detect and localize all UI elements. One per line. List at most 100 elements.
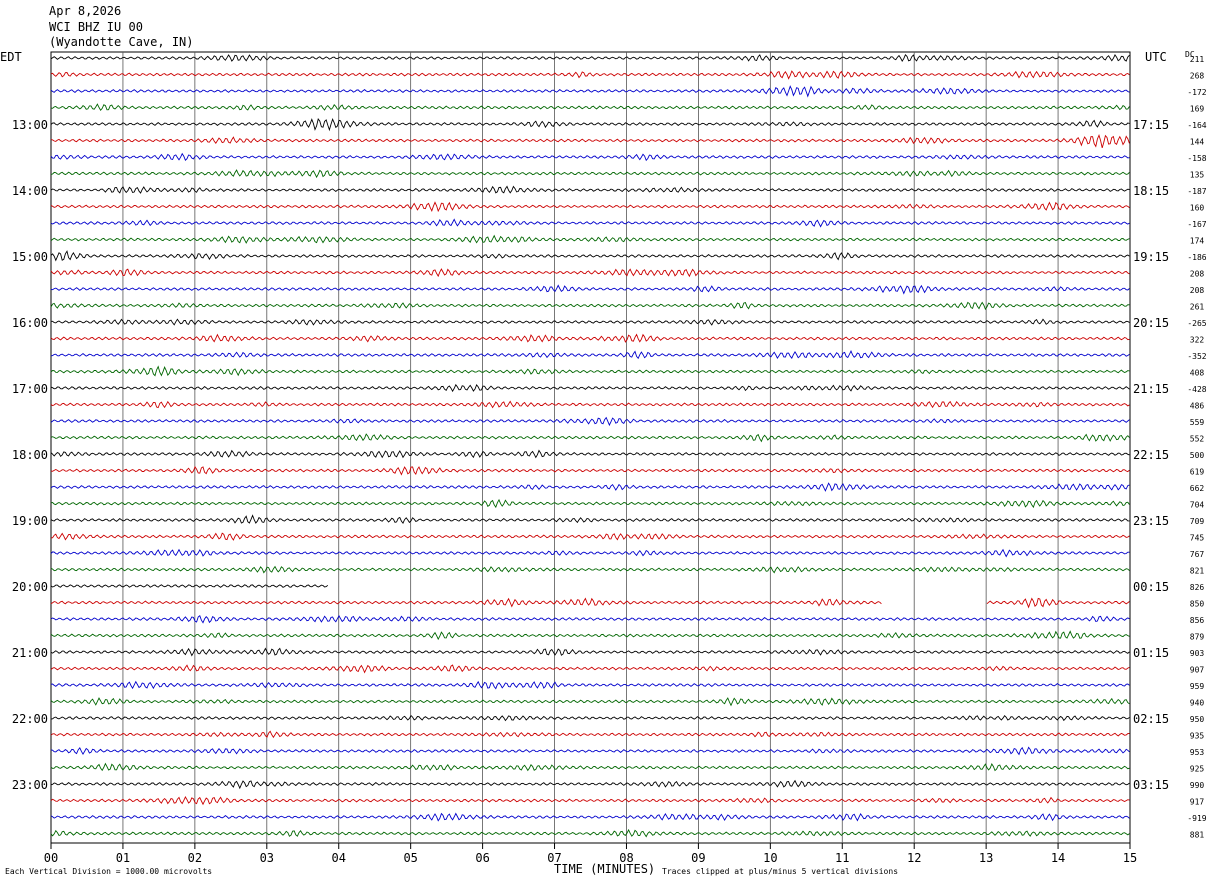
trace-row [51, 318, 1130, 326]
x-tick-label: 07 [547, 851, 561, 865]
trace-row [50, 746, 1130, 756]
edt-hour-label: 19:00 [12, 514, 48, 528]
dc-offset-label: 552 [1190, 435, 1205, 444]
trace-row [50, 532, 1130, 541]
edt-hour-label: 13:00 [12, 118, 48, 132]
trace-row [50, 548, 1130, 558]
dc-offset-label: 907 [1190, 666, 1205, 675]
dc-offset-label: 959 [1190, 682, 1205, 691]
trace-row [50, 514, 1130, 524]
trace-row [50, 54, 1130, 63]
trace-row [50, 250, 1130, 262]
dc-offset-label: 261 [1190, 303, 1205, 312]
trace-row [50, 365, 1130, 377]
x-tick-label: 15 [1123, 851, 1137, 865]
utc-hour-label: 03:15 [1133, 778, 1169, 792]
edt-hour-label: 22:00 [12, 712, 48, 726]
dc-offset-label: 850 [1190, 600, 1205, 609]
dc-offset-label: -428 [1187, 385, 1206, 394]
trace-row [50, 584, 329, 588]
trace-row [50, 284, 1130, 295]
trace-row [50, 714, 1130, 722]
trace-row [50, 70, 1130, 80]
x-tick-label: 05 [403, 851, 417, 865]
plot-date: Apr 8,2026 [49, 4, 122, 18]
dc-offset-label: 559 [1190, 418, 1205, 427]
dc-offset-label: 925 [1190, 765, 1205, 774]
dc-offset-label: -167 [1187, 220, 1206, 229]
dc-offset-label: 881 [1190, 831, 1205, 840]
x-tick-label: 01 [116, 851, 130, 865]
trace-row [50, 383, 1130, 393]
trace-row [50, 565, 1130, 574]
station-location: (Wyandotte Cave, IN) [49, 35, 194, 49]
dc-offset-label: 211 [1190, 55, 1205, 64]
edt-hour-label: 18:00 [12, 448, 48, 462]
trace-row [50, 630, 1130, 641]
edt-hour-label: 20:00 [12, 580, 48, 594]
utc-hour-label: 17:15 [1133, 118, 1169, 132]
trace-row [50, 85, 1130, 98]
clip-note: Traces clipped at plus/minus 5 vertical … [662, 867, 899, 876]
trace-row [50, 169, 1130, 179]
trace-row [50, 730, 1130, 739]
edt-hour-label: 15:00 [12, 250, 48, 264]
x-tick-label: 10 [763, 851, 777, 865]
edt-hour-label: 16:00 [12, 316, 48, 330]
trace-row [50, 498, 1130, 509]
trace-row [50, 812, 1130, 822]
trace-row [50, 400, 1130, 409]
dc-offset-label: 268 [1190, 72, 1205, 81]
x-tick-label: 06 [475, 851, 489, 865]
trace-row [50, 268, 1130, 278]
dc-offset-label: -187 [1187, 187, 1206, 196]
trace-row [50, 779, 1130, 790]
dc-offset-label: 935 [1190, 732, 1205, 741]
dc-offset-label: -352 [1187, 352, 1206, 361]
x-tick-label: 12 [907, 851, 921, 865]
trace-row [50, 185, 1130, 194]
dc-offset-label: 619 [1190, 468, 1205, 477]
trace-row [50, 201, 1130, 213]
x-tick-label: 02 [188, 851, 202, 865]
utc-hour-label: 22:15 [1133, 448, 1169, 462]
trace-row [50, 449, 1130, 459]
scale-note: Each Vertical Division = 1000.00 microvo… [5, 867, 213, 876]
trace-row [50, 697, 1130, 707]
trace-row [50, 796, 1130, 806]
dc-offset-label: -172 [1187, 88, 1206, 97]
utc-hour-label: 02:15 [1133, 712, 1169, 726]
dc-offset-label: 704 [1190, 501, 1205, 510]
trace-row [50, 133, 1130, 149]
x-tick-label: 11 [835, 851, 849, 865]
trace-row [50, 465, 1130, 476]
dc-offset-label: 408 [1190, 369, 1205, 378]
dc-offset-label: 208 [1190, 270, 1205, 279]
dc-offset-label: 135 [1190, 171, 1205, 180]
dc-offset-label: 169 [1190, 105, 1205, 114]
edt-hour-label: 23:00 [12, 778, 48, 792]
trace-row [50, 762, 1130, 772]
x-tick-label: 04 [332, 851, 346, 865]
dc-offset-label: 917 [1190, 798, 1205, 807]
dc-offset-label: -265 [1187, 319, 1206, 328]
edt-hour-label: 21:00 [12, 646, 48, 660]
x-tick-label: 03 [260, 851, 274, 865]
dc-offset-label: 500 [1190, 451, 1205, 460]
plot-frame [50, 51, 1131, 844]
trace-row [50, 103, 1130, 111]
trace-row [50, 218, 1130, 228]
dc-offset-label: 879 [1190, 633, 1205, 642]
dc-offset-label: 160 [1190, 204, 1205, 213]
trace-row [50, 152, 1130, 162]
timezone-left-label: EDT [0, 50, 22, 64]
utc-hour-label: 19:15 [1133, 250, 1169, 264]
dc-label: DC [1185, 50, 1195, 59]
x-tick-label: 00 [44, 851, 58, 865]
trace-row [50, 117, 1130, 132]
x-axis-label: TIME (MINUTES) [554, 862, 656, 876]
dc-offset-label: 953 [1190, 748, 1205, 757]
trace-row [50, 664, 1130, 674]
trace-row [50, 597, 1130, 609]
